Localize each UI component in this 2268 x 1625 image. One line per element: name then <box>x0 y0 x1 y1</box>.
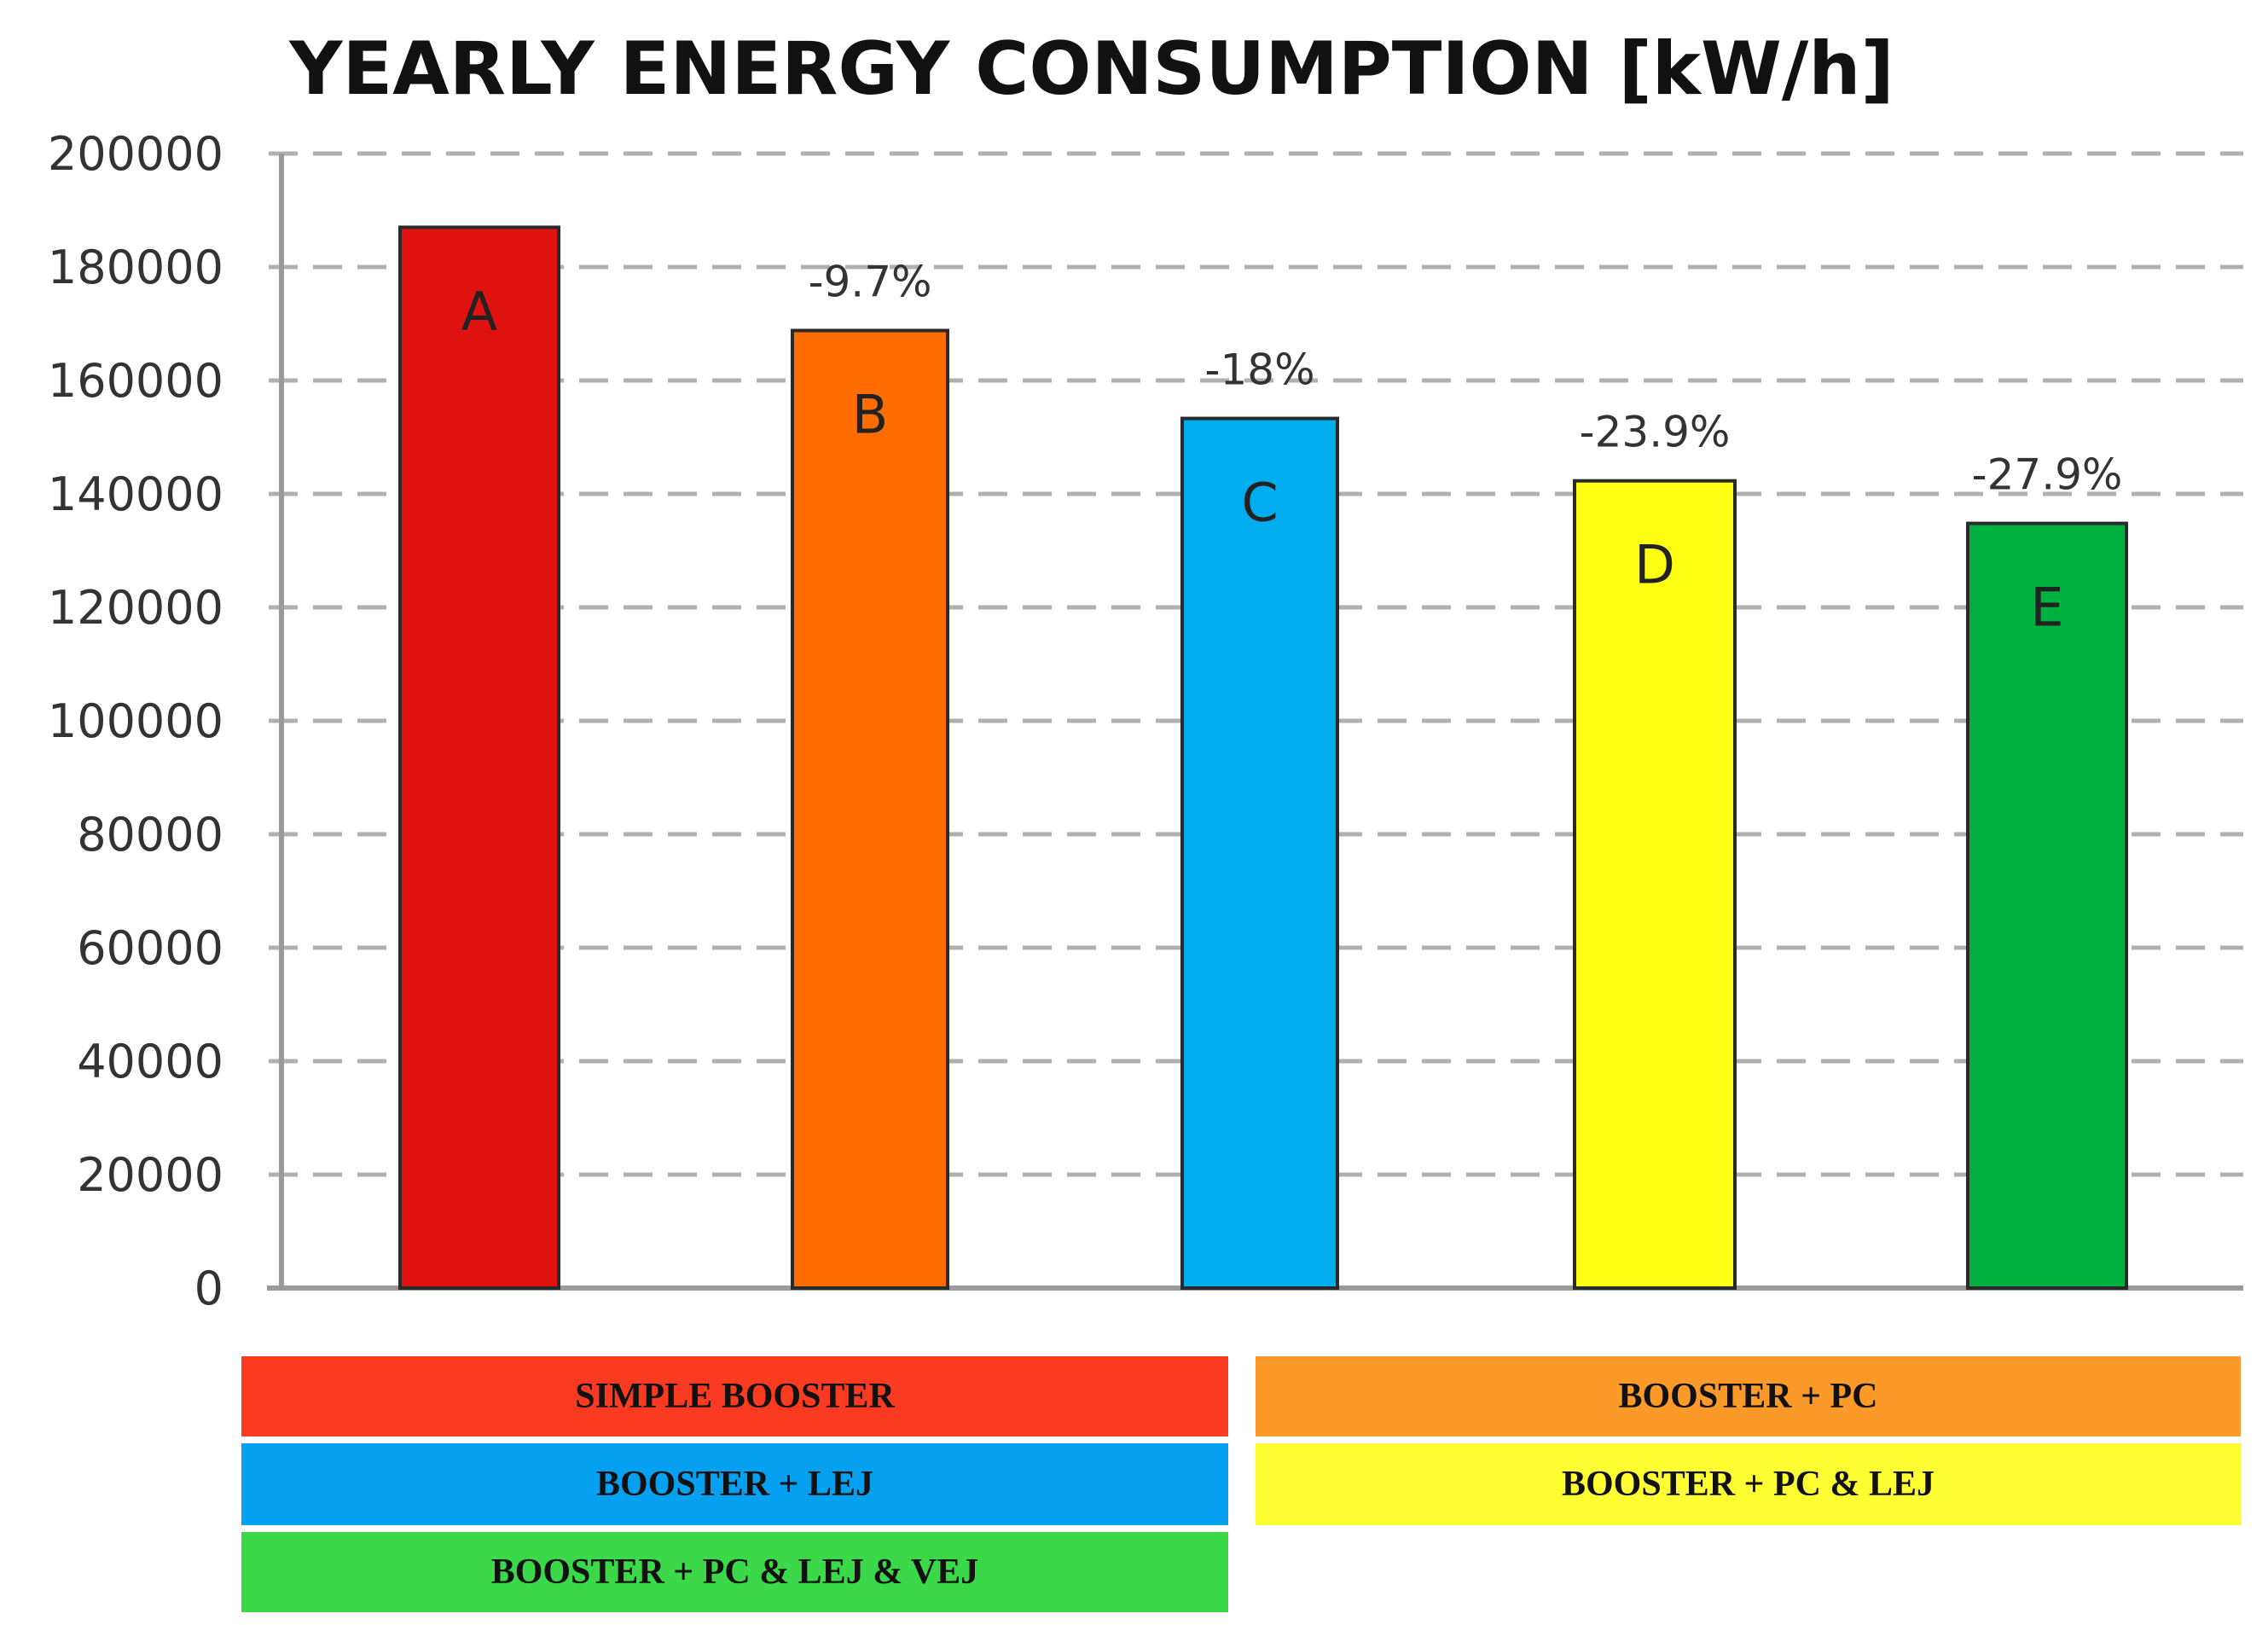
bar-E <box>1966 521 2128 1290</box>
y-tick-label: 0 <box>194 1262 223 1315</box>
bar-B <box>791 328 949 1291</box>
y-tick-label: 100000 <box>48 694 223 748</box>
bar-letter-B: B <box>852 383 889 445</box>
legend-simple-booster: SIMPLE BOOSTER <box>241 1356 1228 1436</box>
legend-booster-pc: BOOSTER + PC <box>1256 1356 2241 1436</box>
chart-title: YEARLY ENERGY CONSUMPTION [kW/h] <box>288 26 1894 112</box>
bar-A <box>398 225 560 1291</box>
legend-booster-pc-lej-vej: BOOSTER + PC & LEJ & VEJ <box>241 1532 1228 1612</box>
y-tick-label: 200000 <box>48 127 223 181</box>
y-tick-label: 140000 <box>48 467 223 521</box>
bar-annotation-E: -27.9% <box>1972 450 2123 500</box>
y-tick-label: 20000 <box>77 1148 223 1202</box>
y-tick-label: 40000 <box>77 1035 223 1088</box>
bar-D <box>1573 479 1737 1290</box>
bar-letter-C: C <box>1241 472 1278 534</box>
bar-C <box>1180 416 1339 1290</box>
y-tick-label: 80000 <box>77 808 223 862</box>
y-tick-label: 180000 <box>48 241 223 294</box>
bar-annotation-B: -9.7% <box>808 257 931 306</box>
y-tick-label: 120000 <box>48 581 223 635</box>
bar-annotation-C: -18% <box>1204 345 1314 395</box>
bar-annotation-D: -23.9% <box>1580 408 1731 457</box>
bar-letter-A: A <box>461 280 497 342</box>
legend-booster-lej: BOOSTER + LEJ <box>241 1443 1228 1525</box>
bar-letter-E: E <box>2030 577 2063 639</box>
legend-booster-pc-lej: BOOSTER + PC & LEJ <box>1256 1443 2241 1525</box>
y-tick-labels: 0 20000 40000 60000 80000 100000 120000 140000 1… <box>48 127 223 1315</box>
bar-letter-D: D <box>1634 534 1675 596</box>
bars: A B -9.7% C -18% D -23.9% E -27.9% <box>398 225 2128 1291</box>
y-tick-label: 60000 <box>77 921 223 975</box>
y-tick-label: 160000 <box>48 354 223 408</box>
